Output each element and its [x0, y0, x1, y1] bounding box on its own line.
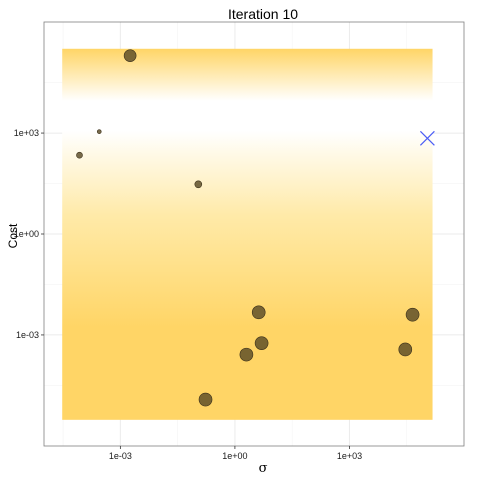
data-point: [76, 151, 83, 159]
data-points: [76, 49, 420, 407]
chart-title: Iteration 10: [228, 6, 298, 22]
data-point: [405, 307, 420, 322]
marker-stroke-b: [419, 130, 435, 146]
plot-panel: [43, 21, 465, 447]
data-point: [96, 129, 102, 134]
y-axis-ticks: 1e-03 1e+00 1e+03: [14, 128, 44, 340]
x-tick-label: 1e+03: [337, 451, 362, 461]
x-axis-ticks: 1e-03 1e+00 1e+03: [109, 446, 362, 461]
cost-band: [62, 48, 433, 420]
y-tick-label: 1e+00: [14, 229, 39, 239]
x-tick-label: 1e-03: [109, 451, 132, 461]
x-axis-title: σ: [259, 461, 268, 476]
y-tick-label: 1e-03: [16, 330, 39, 340]
y-axis-title: Cost: [6, 223, 20, 248]
x-tick-label: 1e+00: [222, 451, 247, 461]
data-point: [251, 305, 266, 320]
data-point: [123, 49, 137, 62]
data-point: [254, 336, 269, 350]
data-point: [194, 180, 203, 189]
data-point: [398, 342, 413, 357]
data-point: [198, 392, 213, 407]
data-point: [239, 347, 254, 362]
current-marker: [419, 130, 435, 146]
y-tick-label: 1e+03: [14, 128, 39, 138]
